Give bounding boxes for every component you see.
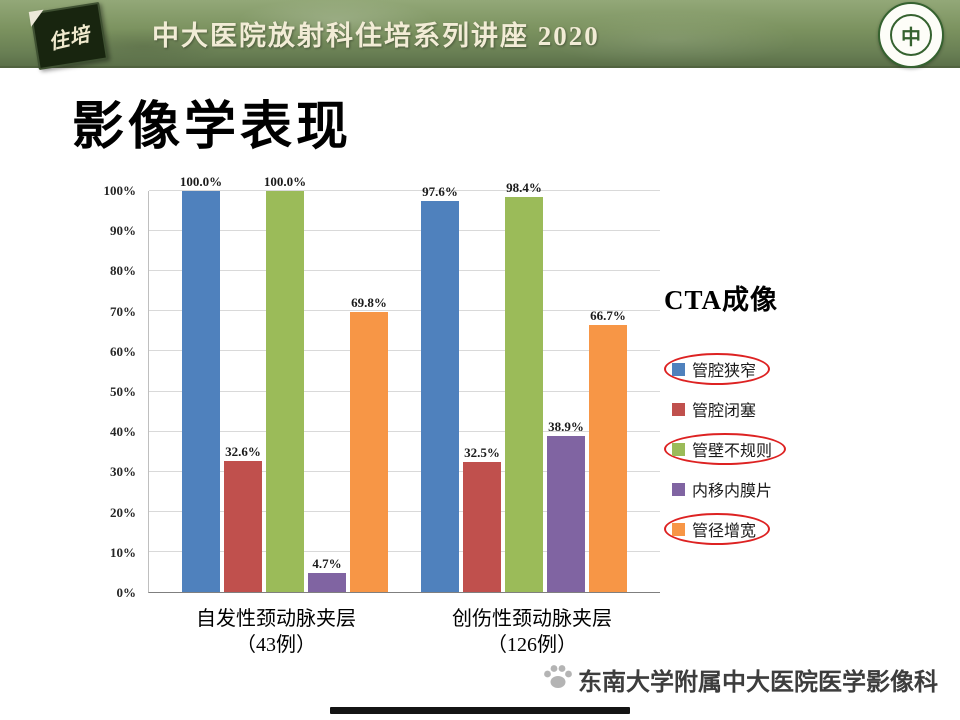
bar-管径增宽-group2: 66.7% (589, 308, 627, 592)
bar-内移内膜片-group2: 38.9% (547, 419, 585, 592)
y-axis-tick: 90% (110, 223, 136, 239)
bar-value-label: 100.0% (263, 174, 307, 189)
paw-logo-icon (541, 661, 575, 698)
y-axis: 0% 10% 20% 30% 40% 50% 60% 70% 80% 90% 100% (88, 183, 142, 600)
category-label-1: 自发性颈动脉夹层 （43例） (196, 608, 356, 656)
y-axis-tick: 10% (110, 544, 136, 560)
bottom-bar (330, 707, 630, 714)
bar-管径增宽-group1: 69.8% (350, 295, 388, 592)
legend-swatch (672, 442, 685, 456)
bar-value-label: 97.6% (422, 183, 458, 199)
y-axis-tick: 100% (103, 183, 137, 198)
plot-area: 100.0% 32.6% 100.0% 4.7% 69.8% 97.6% 32.5% 98.4… (148, 174, 660, 593)
gridline (149, 190, 660, 191)
y-axis-tick: 80% (110, 263, 136, 279)
legend-swatch (672, 522, 685, 536)
chart-legend: 管腔狭窄管腔闭塞管壁不规则内移内膜片管径增宽 (664, 353, 954, 545)
badge-label: 住培 (46, 22, 93, 54)
legend-label: 管腔闭塞 (692, 403, 757, 420)
bar-内移内膜片-group1: 4.7% (308, 556, 346, 592)
bar-管腔闭塞-group1: 32.6% (224, 444, 262, 592)
legend-label: 管壁不规则 (692, 443, 773, 460)
y-axis-tick: 50% (110, 384, 136, 399)
legend-item-1: 管腔狭窄 (664, 353, 771, 385)
residency-badge: 住培 (29, 1, 109, 71)
gridline (149, 270, 660, 272)
gridline (149, 430, 660, 432)
bar-管壁不规则-group1: 100.0% (264, 174, 306, 592)
y-axis-tick: 70% (110, 303, 136, 319)
bar-管腔狭窄-group1: 100.0% (180, 174, 222, 592)
legend-item-5: 管径增宽 (664, 513, 771, 545)
gridline (149, 470, 660, 472)
legend-swatch (672, 362, 685, 376)
legend-label: 管腔狭窄 (692, 363, 757, 380)
y-axis-tick: 20% (110, 504, 136, 520)
y-axis-tick: 0% (116, 585, 137, 600)
bar-group-1: 100.0% 32.6% 100.0% 4.7% 69.8% (180, 174, 388, 592)
bar-管腔闭塞-group2: 32.5% (463, 445, 501, 592)
y-axis-tick: 30% (110, 464, 136, 480)
legend-item-4: 内移内膜片 (664, 473, 786, 505)
gridline (149, 390, 660, 392)
legend-swatch (672, 482, 685, 496)
x-axis-category-labels: 自发性颈动脉夹层 （43例） 创伤性颈动脉夹层 （126例） (148, 599, 660, 656)
cta-heading: CTA成像 (664, 285, 779, 315)
hospital-logo-icon: 中 (878, 2, 944, 68)
banner-title: 中大医院放射科住培系列讲座 2020 (152, 20, 600, 51)
bar-管腔狭窄-group2: 97.6% (421, 184, 459, 592)
gridline (149, 550, 660, 552)
bar-value-label: 98.4% (506, 180, 542, 196)
bar-value-label: 69.8% (351, 295, 387, 311)
legend-label: 管径增宽 (692, 523, 757, 540)
legend-swatch (672, 402, 685, 416)
bar-value-label: 100.0% (179, 174, 223, 189)
bar-value-label: 66.7% (590, 307, 626, 323)
footer: 东南大学附属中大医院医学影像科 (541, 661, 938, 698)
gridline (149, 230, 660, 232)
page-title: 影像学表现 (72, 98, 353, 156)
header-banner: 住培 中大医院放射科住培系列讲座 2020 中 (0, 0, 960, 71)
bar-value-label: 38.9% (548, 419, 584, 435)
bar-group-2: 97.6% 32.5% 98.4% 38.9% 66.7% (421, 180, 627, 592)
y-axis-tick: 60% (110, 343, 136, 359)
legend-panel: CTA成像 管腔狭窄管腔闭塞管壁不规则内移内膜片管径增宽 (664, 278, 954, 545)
category-label-2: 创伤性颈动脉夹层 （126例） (452, 608, 612, 656)
bar-value-label: 32.5% (464, 444, 500, 460)
bar-value-label: 4.7% (312, 556, 342, 572)
gridline (149, 310, 660, 312)
gridline (149, 510, 660, 512)
legend-item-2: 管腔闭塞 (664, 393, 770, 425)
y-axis-tick: 40% (110, 424, 136, 440)
legend-item-3: 管壁不规则 (664, 433, 787, 465)
cta-bar-chart: 0% 10% 20% 30% 40% 50% 60% 70% 80% 90% 100% 100.0%… (88, 174, 666, 656)
footer-text: 东南大学附属中大医院医学影像科 (578, 669, 938, 696)
legend-label: 内移内膜片 (692, 483, 773, 500)
gridline (149, 350, 660, 352)
bar-value-label: 32.6% (225, 444, 261, 460)
bar-管壁不规则-group2: 98.4% (505, 180, 543, 592)
hospital-logo-emblem: 中 (890, 14, 932, 56)
